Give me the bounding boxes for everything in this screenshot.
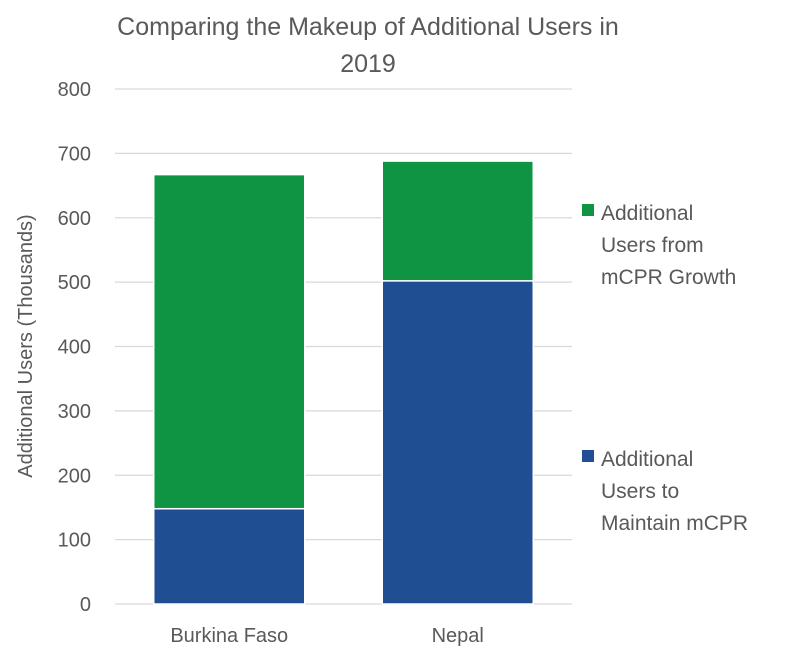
legend-label-series-2-line-3: mCPR Growth [601, 266, 736, 289]
y-tick-label-200: 200 [58, 465, 91, 487]
legend-label-series-2-line-2: Users from [601, 234, 704, 257]
bar-burkina-faso-series-1 [153, 507, 306, 605]
x-tick-label-nepal: Nepal [432, 625, 484, 647]
chart-title-line-2: 2019 [340, 50, 396, 78]
y-tick-label-100: 100 [58, 530, 91, 552]
y-axis-ticks: 0 100 200 300 400 500 600 700 800 [58, 79, 91, 616]
y-tick-label-400: 400 [58, 337, 91, 359]
y-axis-label: Additional Users (Thousands) [15, 214, 37, 477]
y-tick-label-0: 0 [80, 594, 91, 616]
bar-burkina-faso-series-2 [153, 173, 306, 510]
legend: Additional Users from mCPR Growth Additiona… [582, 202, 748, 535]
y-tick-label-700: 700 [58, 143, 91, 165]
bar-nepal-series-2 [381, 160, 534, 282]
legend-swatch-series-1 [582, 450, 594, 462]
chart-title-line-1: Comparing the Makeup of Additional Users… [117, 13, 619, 41]
legend-label-series-2-line-1: Additional [601, 202, 693, 225]
x-axis-labels: Burkina Faso Nepal [170, 625, 484, 647]
bars [153, 160, 534, 605]
legend-swatch-series-2 [582, 204, 594, 216]
x-tick-label-burkina-faso: Burkina Faso [170, 625, 288, 647]
legend-label-series-1-line-1: Additional [601, 448, 693, 471]
y-tick-label-500: 500 [58, 272, 91, 294]
legend-label-series-1-line-3: Maintain mCPR [601, 512, 748, 535]
bar-nepal-series-1 [381, 280, 534, 605]
y-tick-label-600: 600 [58, 208, 91, 230]
y-tick-label-800: 800 [58, 79, 91, 101]
y-tick-label-300: 300 [58, 401, 91, 423]
legend-label-series-1-line-2: Users to [601, 480, 679, 503]
